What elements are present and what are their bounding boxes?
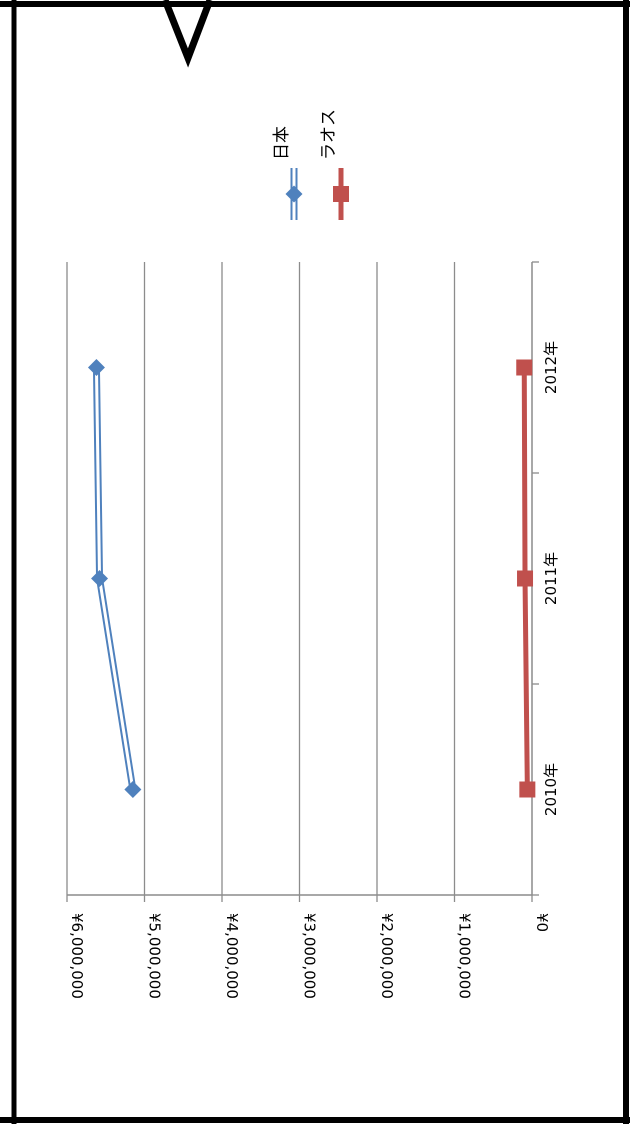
value-tick-label: ¥0 (533, 913, 551, 932)
value-tick-label: ¥4,000,000 (223, 913, 241, 999)
data-point-square (519, 781, 536, 798)
data-point-square (516, 359, 533, 376)
category-tick-label: 2011年 (542, 552, 560, 605)
category-tick-label: 2012年 (542, 341, 560, 394)
value-tick-label: ¥2,000,000 (378, 913, 396, 999)
grid-layer (66, 262, 456, 895)
axis-layer: ¥0 ¥1,000,000 ¥2,000,000 ¥3,000,000 ¥4,000,0… (66, 261, 560, 999)
legend-label: 日本 (272, 126, 292, 160)
series-layer (87, 359, 536, 798)
legend-layer: 日本 ラオス (272, 109, 349, 220)
value-tick-label: ¥1,000,000 (456, 913, 474, 999)
legend-label: ラオス (319, 109, 339, 160)
data-point-diamond (124, 781, 142, 798)
data-point-diamond (87, 359, 105, 376)
data-point-diamond (91, 570, 109, 587)
value-tick-label: ¥5,000,000 (146, 913, 164, 999)
data-point-square (517, 570, 534, 587)
legend-marker-square (333, 186, 349, 202)
legend-marker-diamond (285, 185, 303, 203)
pointer-shape (161, 0, 214, 68)
value-tick-label: ¥6,000,000 (68, 913, 86, 999)
value-tick-label: ¥3,000,000 (301, 913, 319, 999)
category-tick-label: 2010年 (542, 763, 560, 816)
